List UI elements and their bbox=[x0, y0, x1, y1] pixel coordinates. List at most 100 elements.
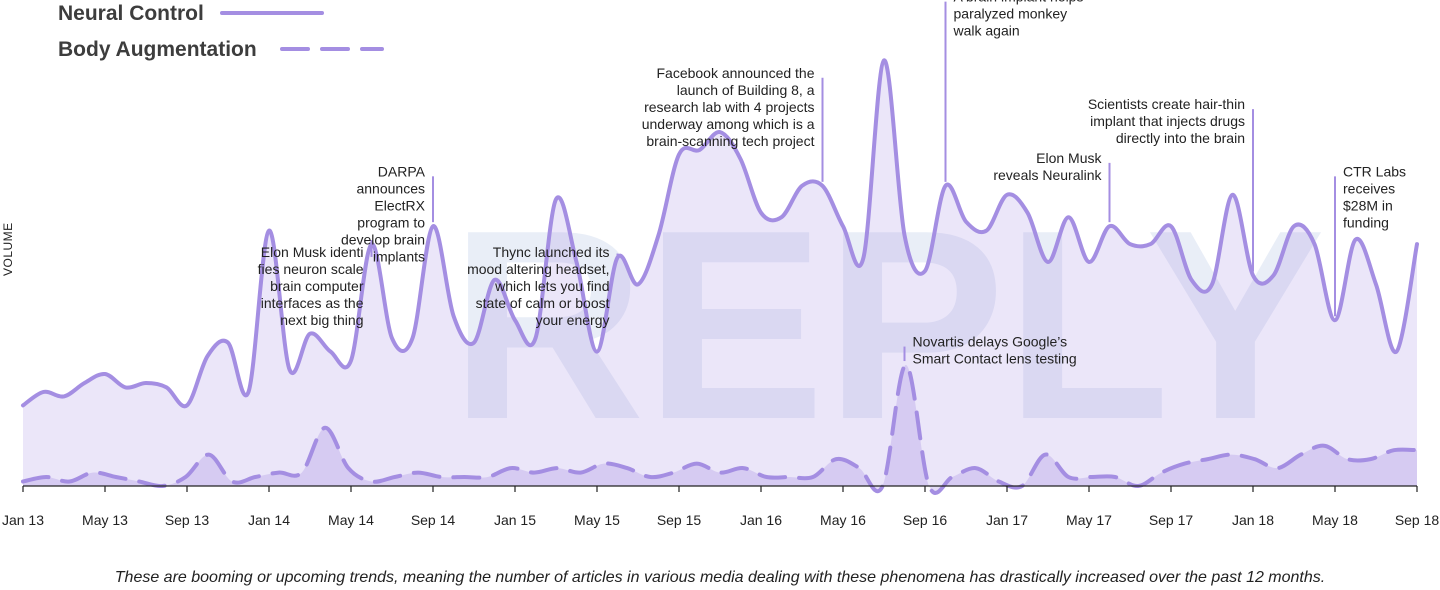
data-point-neural-control bbox=[1150, 243, 1152, 245]
data-point-body-augmentation bbox=[580, 472, 582, 474]
data-point-neural-control bbox=[309, 333, 311, 335]
annotation-line: your energy bbox=[536, 312, 610, 328]
legend: Neural Control Body Augmentation bbox=[58, 2, 384, 61]
annotation-line: Facebook announced the bbox=[656, 65, 814, 81]
data-point-neural-control bbox=[1129, 243, 1131, 245]
series-line-body-augmentation bbox=[21, 363, 1419, 495]
annotation-text: DARPA announces ElectRX program to develop b… bbox=[341, 163, 426, 264]
x-tick-label: Jan 13 bbox=[2, 512, 44, 528]
annotation-text: A brain implant helpsparalyzed monkeywal… bbox=[953, 0, 1084, 39]
data-point-body-augmentation bbox=[115, 476, 117, 478]
data-point-body-augmentation bbox=[765, 476, 767, 478]
data-point-neural-control bbox=[412, 337, 414, 339]
data-point-body-augmentation bbox=[1277, 467, 1279, 469]
annotation-text: CTR Labs receives $28M in funding bbox=[1343, 163, 1406, 230]
annotation-line: announces bbox=[356, 180, 425, 196]
data-point-body-augmentation bbox=[975, 467, 977, 469]
data-point-body-augmentation bbox=[510, 467, 512, 469]
x-tick-label: May 15 bbox=[574, 512, 620, 528]
data-point-body-augmentation bbox=[812, 476, 814, 478]
annotation-line: ElectRX bbox=[374, 197, 425, 213]
annotation-text: Elon Musk identi fies neuron scale brain c… bbox=[258, 244, 364, 328]
data-point-body-augmentation bbox=[1323, 445, 1325, 447]
data-point-body-augmentation bbox=[440, 476, 442, 478]
x-tick-label: Sep 14 bbox=[411, 512, 456, 528]
data-point-neural-control bbox=[104, 373, 106, 375]
data-point-neural-control bbox=[227, 342, 229, 344]
data-point-body-augmentation bbox=[556, 467, 558, 469]
data-point-neural-control bbox=[166, 386, 168, 388]
annotation-text: Facebook announced the launch of Building… bbox=[642, 65, 815, 149]
data-point-neural-control bbox=[125, 386, 127, 388]
data-point-neural-control bbox=[207, 355, 209, 357]
data-point-neural-control bbox=[760, 212, 762, 214]
annotation-line: Novartis delays Google’s bbox=[913, 334, 1068, 350]
x-axis: Jan 13 May 13 Sep 13 Jan 14 May 14 Sep 14 Jan … bbox=[2, 485, 1440, 528]
data-point-neural-control bbox=[1088, 261, 1090, 263]
data-point-neural-control bbox=[63, 395, 65, 397]
watermark: REPLY bbox=[450, 175, 1325, 476]
data-point-neural-control bbox=[391, 337, 393, 339]
annotation-line: A brain implant helps bbox=[954, 0, 1084, 5]
data-point-neural-control bbox=[1293, 225, 1295, 227]
data-point-body-augmentation bbox=[1370, 458, 1372, 460]
data-point-body-augmentation bbox=[1068, 476, 1070, 478]
data-point-body-augmentation bbox=[487, 476, 489, 478]
data-point-neural-control bbox=[514, 319, 516, 321]
x-tick-label: Jan 14 bbox=[248, 512, 290, 528]
data-point-neural-control bbox=[432, 225, 434, 227]
data-point-body-augmentation bbox=[417, 472, 419, 474]
data-point-neural-control bbox=[658, 234, 660, 236]
data-point-body-augmentation bbox=[1160, 472, 1162, 474]
data-point-neural-control bbox=[1355, 239, 1357, 241]
data-point-neural-control bbox=[1211, 283, 1213, 285]
data-point-body-augmentation bbox=[696, 463, 698, 465]
data-point-neural-control bbox=[781, 216, 783, 218]
annotation-line: underway among which is a bbox=[642, 116, 815, 132]
data-point-body-augmentation bbox=[394, 476, 396, 478]
x-tick-label: Jan 15 bbox=[494, 512, 536, 528]
x-tick-label: May 17 bbox=[1066, 512, 1112, 528]
data-point-body-augmentation bbox=[1253, 458, 1255, 460]
trend-chart: REPLY Jan 13 May 13 Sep 13 Jan 14 May 14 Sep … bbox=[1, 0, 1440, 528]
data-point-body-augmentation bbox=[858, 467, 860, 469]
y-axis-title: VOLUME bbox=[1, 222, 15, 276]
data-point-neural-control bbox=[289, 369, 291, 371]
data-point-body-augmentation bbox=[278, 472, 280, 474]
series-line-neural-control bbox=[21, 58, 1419, 409]
annotation-line: walk again bbox=[953, 23, 1020, 39]
data-point-neural-control bbox=[535, 337, 537, 339]
data-point-body-augmentation bbox=[92, 472, 94, 474]
legend-label-neural-control: Neural Control bbox=[58, 2, 204, 25]
annotation-line: launch of Building 8, a bbox=[677, 82, 815, 98]
data-point-neural-control bbox=[84, 382, 86, 384]
x-tick-label: May 18 bbox=[1312, 512, 1358, 528]
annotation-line: which lets you find bbox=[494, 278, 609, 294]
data-point-neural-control bbox=[965, 221, 967, 223]
data-point-body-augmentation bbox=[1184, 463, 1186, 465]
data-point-neural-control bbox=[1273, 274, 1275, 276]
data-point-body-augmentation bbox=[1207, 458, 1209, 460]
data-point-neural-control bbox=[555, 198, 557, 200]
annotation-line: fies neuron scale bbox=[258, 261, 364, 277]
x-tick-label: Sep 18 bbox=[1395, 512, 1440, 528]
data-point-body-augmentation bbox=[533, 472, 535, 474]
data-point-neural-control bbox=[678, 153, 680, 155]
x-tick-label: Sep 16 bbox=[903, 512, 948, 528]
data-point-neural-control bbox=[1314, 243, 1316, 245]
data-point-body-augmentation bbox=[1091, 476, 1093, 478]
x-tick-label: Sep 17 bbox=[1149, 512, 1194, 528]
data-point-body-augmentation bbox=[789, 476, 791, 478]
annotation-line: develop brain bbox=[341, 231, 425, 247]
data-point-neural-control bbox=[1191, 279, 1193, 281]
annotation-line: receives bbox=[1343, 180, 1395, 196]
data-point-neural-control bbox=[350, 360, 352, 362]
data-point-body-augmentation bbox=[1346, 458, 1348, 460]
data-point-body-augmentation bbox=[835, 458, 837, 460]
data-point-body-augmentation bbox=[463, 476, 465, 478]
data-point-neural-control bbox=[945, 185, 947, 187]
data-point-neural-control bbox=[330, 351, 332, 353]
x-tick-label: May 14 bbox=[328, 512, 374, 528]
x-tick-label: Sep 13 bbox=[165, 512, 210, 528]
annotations: Elon Musk identi fies neuron scale brain c… bbox=[258, 0, 1406, 367]
